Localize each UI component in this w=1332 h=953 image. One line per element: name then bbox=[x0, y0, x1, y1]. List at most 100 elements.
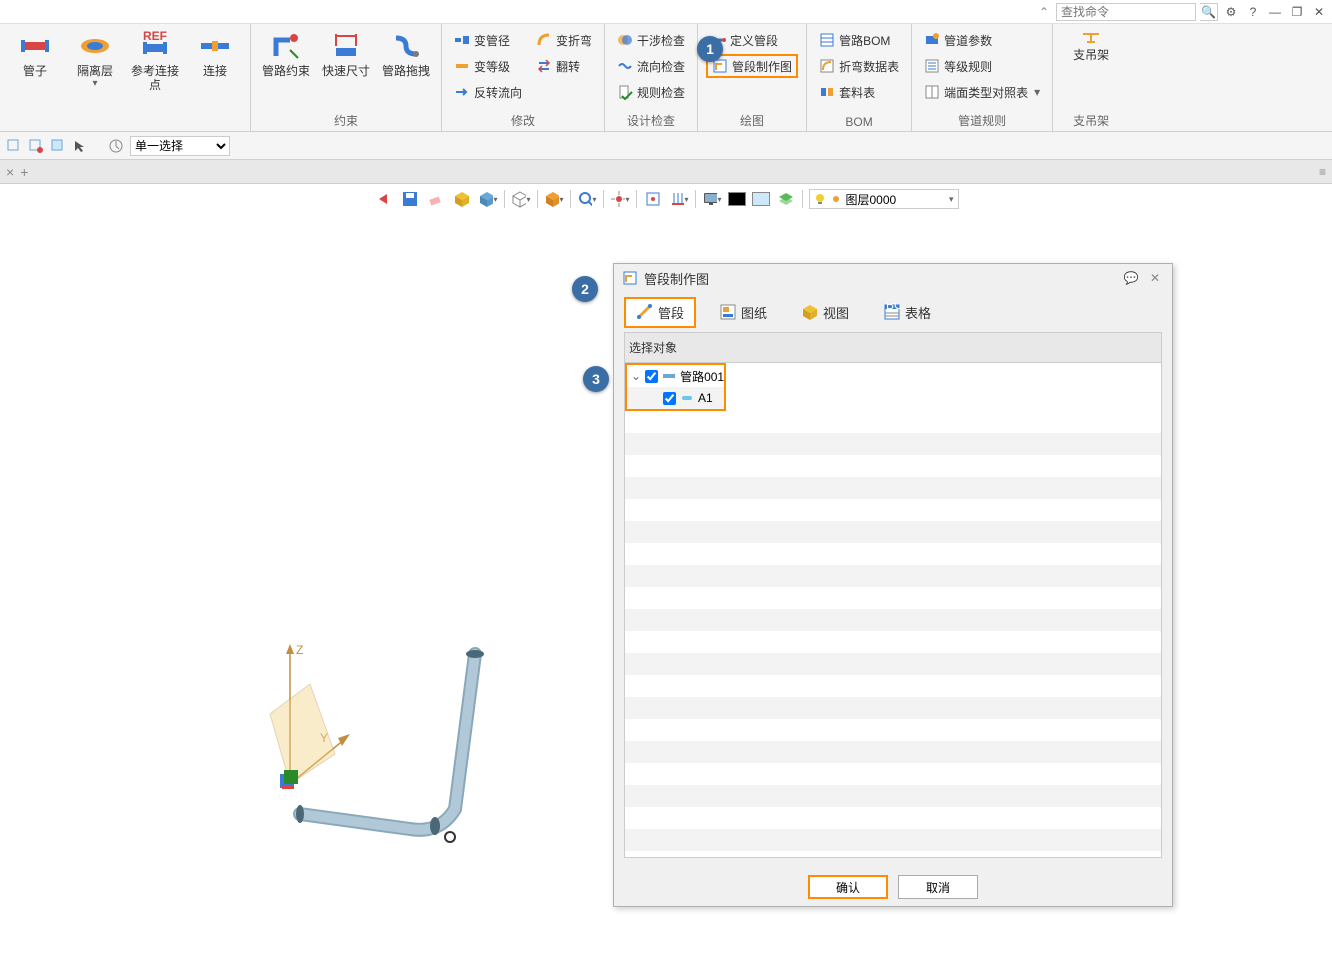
ribbon: 管子 隔离层 ▾ REF 参考连接点 连接 管路约束 bbox=[0, 24, 1332, 132]
tree-row-root[interactable]: ⌄ 管路001 bbox=[627, 365, 724, 387]
tab-menu-icon[interactable]: ≡ bbox=[1319, 165, 1326, 179]
insulation-button[interactable]: 隔离层 ▾ bbox=[68, 28, 122, 113]
table-icon: BOM bbox=[883, 303, 901, 321]
drawing-icon bbox=[719, 303, 737, 321]
tree-empty-row bbox=[625, 697, 1161, 719]
expand-icon[interactable]: ⌄ bbox=[631, 369, 641, 383]
change-diameter-button[interactable]: 变管径 bbox=[450, 28, 526, 52]
layer-combo[interactable]: 图层0000 ▾ bbox=[809, 189, 959, 209]
tree-empty-row bbox=[625, 785, 1161, 807]
check-group-label: 设计检查 bbox=[613, 110, 689, 131]
svg-text:Z: Z bbox=[296, 643, 303, 657]
save-icon[interactable] bbox=[400, 189, 420, 209]
wireframe-icon[interactable]: ▾ bbox=[511, 189, 531, 209]
change-class-button[interactable]: 变等级 bbox=[450, 54, 526, 78]
layer-stack-icon[interactable] bbox=[776, 189, 796, 209]
ref-point-button[interactable]: REF 参考连接点 bbox=[128, 28, 182, 113]
tree-checkbox-child[interactable] bbox=[663, 392, 676, 405]
rule-check-button[interactable]: 规则检查 bbox=[613, 80, 689, 104]
close-icon[interactable]: ✕ bbox=[1310, 3, 1328, 21]
sun-icon bbox=[830, 193, 842, 205]
tab-drawing[interactable]: 图纸 bbox=[708, 298, 778, 327]
dialog-title-text: 管段制作图 bbox=[644, 269, 1116, 288]
color-swatch-black[interactable] bbox=[728, 192, 746, 206]
tab-segment[interactable]: 管段 bbox=[624, 297, 696, 328]
eraser-icon[interactable] bbox=[426, 189, 446, 209]
bend-data-button[interactable]: 折弯数据表 bbox=[815, 54, 903, 78]
ribbon-group-modify: 变管径 变等级 反转流向 变折弯 翻转 修改 bbox=[442, 24, 605, 131]
hanger-button[interactable]: 支吊架 bbox=[1061, 28, 1121, 110]
pipe-bom-button[interactable]: 管路BOM bbox=[815, 28, 903, 52]
svg-text:REF: REF bbox=[143, 30, 167, 43]
search-icon[interactable]: 🔍 bbox=[1200, 3, 1218, 21]
ribbon-group-check: 干涉检查 流向检查 规则检查 设计检查 bbox=[605, 24, 698, 131]
change-bend-button[interactable]: 变折弯 bbox=[532, 28, 596, 52]
undo-icon[interactable] bbox=[374, 189, 394, 209]
settings-icon[interactable]: ⚙ bbox=[1222, 3, 1240, 21]
sel-icon-2[interactable] bbox=[28, 138, 44, 154]
end-type-table-button[interactable]: 端面类型对照表▾ bbox=[920, 80, 1044, 104]
help-icon[interactable]: ? bbox=[1244, 3, 1262, 21]
zoom-fit-icon[interactable]: ▾ bbox=[577, 189, 597, 209]
callout-3: 3 bbox=[583, 366, 609, 392]
sel-icon-3[interactable] bbox=[50, 138, 66, 154]
tree-empty-row bbox=[625, 587, 1161, 609]
constraint-group-label: 约束 bbox=[259, 110, 433, 131]
pipe-drag-button[interactable]: 管路拖拽 bbox=[379, 28, 433, 110]
insulation-label: 隔离层 bbox=[77, 64, 113, 78]
dialog-help-icon[interactable]: 💬 bbox=[1122, 269, 1140, 287]
flip-button[interactable]: 翻转 bbox=[532, 54, 596, 78]
dialog-close-icon[interactable]: ✕ bbox=[1146, 269, 1164, 287]
ribbon-group-pipe: 管子 隔离层 ▾ REF 参考连接点 连接 bbox=[0, 24, 251, 131]
tab-view[interactable]: 视图 bbox=[790, 298, 860, 327]
nesting-button[interactable]: 套料表 bbox=[815, 80, 903, 104]
connect-button[interactable]: 连接 bbox=[188, 28, 242, 113]
flow-check-button[interactable]: 流向检查 bbox=[613, 54, 689, 78]
spool-drawing-button[interactable]: 管段制作图 bbox=[706, 54, 798, 78]
pipe-constraint-label: 管路约束 bbox=[262, 64, 310, 78]
dropdown-arrow-icon: ▾ bbox=[1034, 85, 1040, 99]
tab-table[interactable]: BOM 表格 bbox=[872, 298, 942, 327]
monitor-icon[interactable]: ▾ bbox=[702, 189, 722, 209]
cancel-button[interactable]: 取消 bbox=[898, 875, 978, 899]
selection-bar: 单一选择 bbox=[0, 132, 1332, 160]
collapse-ribbon-icon[interactable]: ⌃ bbox=[1036, 4, 1052, 20]
drawing-group-label: 绘图 bbox=[706, 110, 798, 131]
pipe-button[interactable]: 管子 bbox=[8, 28, 62, 113]
pipe-constraint-button[interactable]: 管路约束 bbox=[259, 28, 313, 110]
reverse-flow-button[interactable]: 反转流向 bbox=[450, 80, 526, 104]
quick-dim-button[interactable]: 快速尺寸 bbox=[319, 28, 373, 110]
pipe-params-button[interactable]: 管道参数 bbox=[920, 28, 1044, 52]
maximize-icon[interactable]: ❐ bbox=[1288, 3, 1306, 21]
shaded-icon[interactable]: ▾ bbox=[544, 189, 564, 209]
ok-button[interactable]: 确认 bbox=[808, 875, 888, 899]
pipe-model: Z Y bbox=[260, 634, 520, 854]
cube-blue-icon[interactable]: ▾ bbox=[478, 189, 498, 209]
tree-empty-row bbox=[625, 763, 1161, 785]
titlebar: ⌃ 🔍 ⚙ ? — ❐ ✕ bbox=[0, 0, 1332, 24]
sel-mode-icon[interactable] bbox=[108, 138, 124, 154]
dropdown-arrow-icon: ▾ bbox=[949, 194, 954, 205]
interference-check-button[interactable]: 干涉检查 bbox=[613, 28, 689, 52]
search-input[interactable] bbox=[1056, 3, 1196, 21]
color-swatch-light[interactable] bbox=[752, 192, 770, 206]
tree-empty-row bbox=[625, 477, 1161, 499]
tree-empty-row bbox=[625, 609, 1161, 631]
center-icon[interactable]: ▾ bbox=[610, 189, 630, 209]
tree-row-child[interactable]: A1 bbox=[627, 387, 724, 409]
add-tab-icon[interactable]: + bbox=[20, 164, 28, 180]
sel-icon-1[interactable] bbox=[6, 138, 22, 154]
cube-yellow-icon[interactable] bbox=[452, 189, 472, 209]
dialog-tabs: 管段 图纸 视图 BOM 表格 bbox=[614, 292, 1172, 332]
view-icon bbox=[801, 303, 819, 321]
grid-icon[interactable]: ▾ bbox=[669, 189, 689, 209]
class-rules-button[interactable]: 等级规则 bbox=[920, 54, 1044, 78]
dropdown-arrow-icon: ▾ bbox=[92, 78, 97, 89]
minimize-icon[interactable]: — bbox=[1266, 3, 1284, 21]
tree-checkbox-root[interactable] bbox=[645, 370, 658, 383]
selection-mode-select[interactable]: 单一选择 bbox=[130, 136, 230, 156]
close-tab-icon[interactable]: × bbox=[6, 164, 14, 180]
view-plane-icon[interactable] bbox=[643, 189, 663, 209]
object-tree[interactable]: ⌄ 管路001 A1 bbox=[624, 362, 1162, 858]
sel-cursor-icon[interactable] bbox=[72, 138, 88, 154]
